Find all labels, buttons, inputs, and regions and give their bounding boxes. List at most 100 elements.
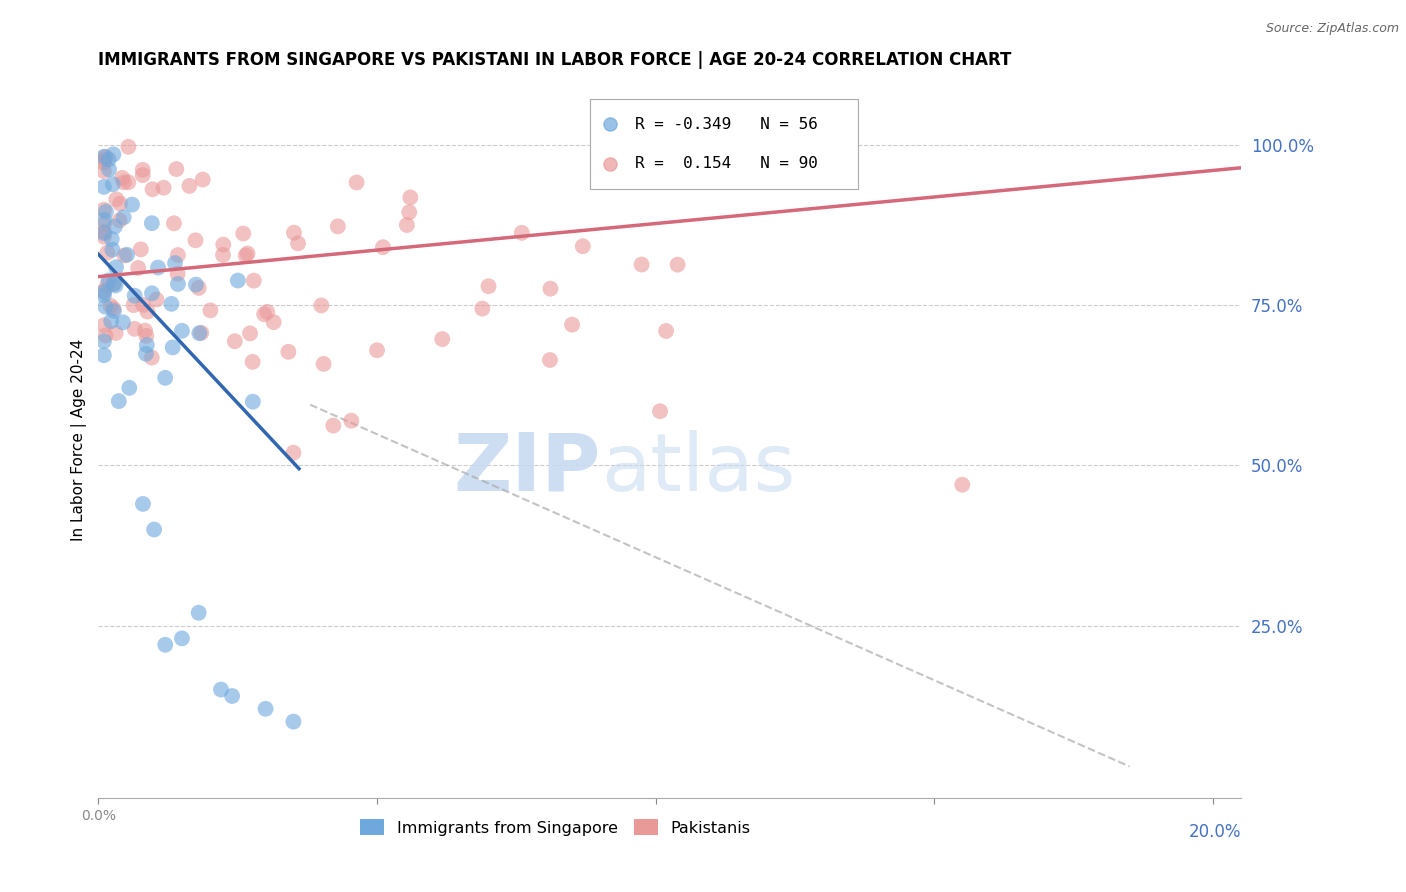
Point xyxy=(221,689,243,703)
Point xyxy=(101,177,124,191)
Point xyxy=(224,334,246,349)
Point xyxy=(630,258,652,272)
Point xyxy=(103,301,125,316)
Point xyxy=(235,248,257,262)
Point xyxy=(124,322,146,336)
Point xyxy=(124,289,146,303)
Point xyxy=(104,326,127,340)
Point xyxy=(253,307,276,321)
Point xyxy=(226,273,249,287)
Point xyxy=(395,218,418,232)
Point xyxy=(143,523,166,537)
Point xyxy=(277,344,299,359)
Point xyxy=(191,172,214,186)
Text: Source: ZipAtlas.com: Source: ZipAtlas.com xyxy=(1265,22,1399,36)
Point xyxy=(136,304,159,318)
Point xyxy=(666,258,689,272)
Point xyxy=(141,286,163,301)
Point xyxy=(432,332,454,346)
Text: R =  0.154   N = 90: R = 0.154 N = 90 xyxy=(636,156,818,171)
Point xyxy=(115,248,138,262)
Point xyxy=(163,216,186,230)
Point xyxy=(93,318,115,333)
Point xyxy=(96,278,118,293)
Point xyxy=(103,147,125,161)
Point xyxy=(571,239,593,253)
Point xyxy=(93,202,115,217)
Point xyxy=(93,225,115,239)
Point xyxy=(160,297,183,311)
Point xyxy=(648,404,671,418)
Point xyxy=(97,153,120,167)
Point xyxy=(112,175,135,189)
Point xyxy=(93,288,115,302)
Point xyxy=(366,343,388,358)
Point xyxy=(283,714,305,729)
Point xyxy=(94,150,117,164)
Point xyxy=(129,243,152,257)
Point xyxy=(239,326,262,341)
Point xyxy=(134,324,156,338)
Text: atlas: atlas xyxy=(602,430,796,508)
Point xyxy=(135,338,157,352)
Point xyxy=(141,216,163,230)
Point xyxy=(163,256,186,270)
Point xyxy=(312,357,335,371)
Point xyxy=(108,213,131,227)
Point xyxy=(399,190,422,204)
Point xyxy=(93,217,115,231)
Point xyxy=(98,162,121,177)
Point xyxy=(371,240,394,254)
Point xyxy=(94,328,117,343)
Point xyxy=(93,164,115,178)
Point xyxy=(100,299,122,313)
Point xyxy=(111,170,134,185)
Point xyxy=(188,326,211,340)
Point xyxy=(153,371,176,385)
Point xyxy=(135,347,157,361)
Point xyxy=(510,226,533,240)
Point xyxy=(141,351,163,365)
Point xyxy=(212,248,235,262)
Point xyxy=(146,260,169,275)
Point xyxy=(118,381,141,395)
Point xyxy=(93,229,115,244)
Point xyxy=(311,298,333,312)
Point xyxy=(152,180,174,194)
Point xyxy=(105,260,128,275)
Point xyxy=(103,277,125,291)
Point xyxy=(200,303,222,318)
Point xyxy=(112,211,135,225)
Point xyxy=(477,279,499,293)
Point xyxy=(242,394,264,409)
Point xyxy=(141,182,163,196)
Point xyxy=(93,284,115,298)
Point xyxy=(155,638,177,652)
Text: IMMIGRANTS FROM SINGAPORE VS PAKISTANI IN LABOR FORCE | AGE 20-24 CORRELATION CH: IMMIGRANTS FROM SINGAPORE VS PAKISTANI I… xyxy=(98,51,1012,69)
Point xyxy=(93,348,115,362)
Point xyxy=(538,353,561,368)
Point xyxy=(101,243,124,257)
Point xyxy=(132,497,155,511)
Point xyxy=(212,237,235,252)
Point xyxy=(190,326,212,340)
Point xyxy=(108,196,131,211)
Point xyxy=(170,632,193,646)
Point xyxy=(121,197,143,211)
Text: ZIP: ZIP xyxy=(454,430,602,508)
Point xyxy=(105,192,128,206)
Point xyxy=(117,140,139,154)
Point xyxy=(114,248,136,262)
Point xyxy=(93,285,115,300)
Point xyxy=(93,212,115,227)
Point xyxy=(132,298,155,312)
Point xyxy=(184,233,207,247)
Point xyxy=(187,606,209,620)
Text: R = -0.349   N = 56: R = -0.349 N = 56 xyxy=(636,117,818,132)
Point xyxy=(93,334,115,349)
Point xyxy=(94,204,117,219)
Point xyxy=(94,300,117,314)
Text: 20.0%: 20.0% xyxy=(1188,823,1241,841)
Point xyxy=(179,178,201,193)
Point xyxy=(283,226,305,240)
